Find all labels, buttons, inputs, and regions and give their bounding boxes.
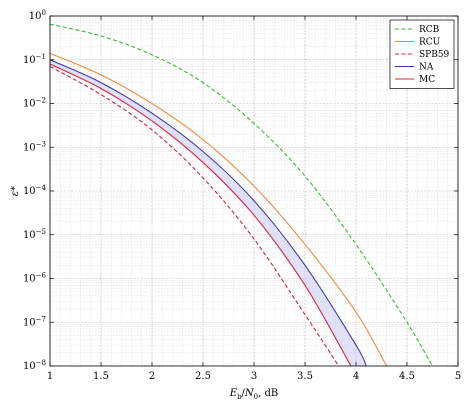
x-tick-label: 3: [251, 371, 257, 382]
y-tick-label: 10−6: [23, 272, 47, 285]
y-tick-label: 10−3: [23, 140, 46, 153]
x-axis-label: Eb/N0, dB: [229, 388, 279, 401]
x-tick-label: 2.5: [195, 371, 211, 382]
series-line-rcu: [49, 52, 388, 367]
legend-box: [389, 19, 455, 89]
y-tick-label: 10−4: [23, 184, 47, 197]
legend-label-na: NA: [419, 63, 434, 73]
x-tick-label: 1.5: [93, 371, 109, 382]
y-tick-labels: 100 10−1 10−2 10−3 10−4 10−5 10−6 10−7 10−8: [23, 9, 47, 372]
legend-label-mc: MC: [419, 75, 435, 85]
series-line-rcb: [49, 23, 433, 367]
x-tick-label: 2: [149, 371, 155, 382]
legend-label-rcu: RCU: [419, 38, 441, 48]
legend: RCB RCU SPB59 NA MC: [389, 19, 455, 89]
legend-label-rcb: RCB: [419, 25, 440, 35]
x-tick-label: 4: [353, 371, 359, 382]
axis-ticks: [49, 15, 459, 367]
na-mc-shaded-band: [50, 59, 367, 366]
series-line-spb59: [49, 66, 340, 367]
y-tick-label: 10−1: [23, 53, 46, 66]
x-tick-label: 3.5: [297, 371, 313, 382]
series-line-mc: [49, 63, 352, 367]
x-tick-labels: 1 1.5 2 2.5 3 3.5 4 4.5 5: [47, 371, 461, 382]
x-tick-label: 4.5: [399, 371, 415, 382]
y-tick-label: 10−8: [23, 359, 46, 372]
legend-label-spb59: SPB59: [419, 50, 450, 60]
x-tick-label: 1: [47, 371, 53, 382]
y-tick-label: 10−5: [23, 228, 46, 241]
y-axis-label: ε*: [10, 186, 21, 196]
y-tick-label: 10−7: [23, 315, 46, 328]
y-tick-label: 10−2: [23, 97, 46, 110]
series-line-na: [49, 59, 367, 367]
y-tick-label: 100: [29, 9, 46, 22]
series-lines: [49, 23, 433, 367]
x-tick-label: 5: [455, 371, 461, 382]
